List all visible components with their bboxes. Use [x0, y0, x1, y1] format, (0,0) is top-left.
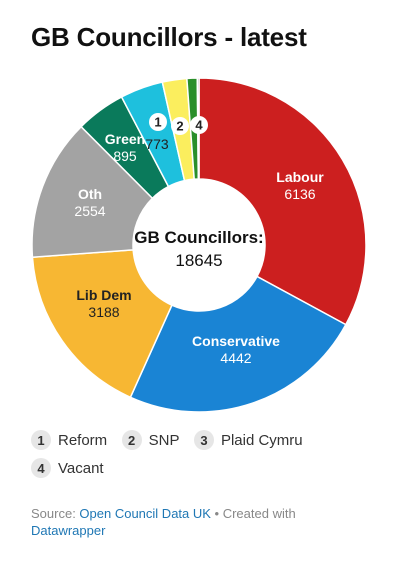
legend-label: Reform: [58, 431, 108, 449]
marker-num-snp: 2: [176, 119, 183, 134]
legend-item-plaid: 3 Plaid Cymru: [193, 430, 303, 450]
slice-value-labour: 6136: [284, 186, 315, 202]
datawrapper-link[interactable]: Datawrapper: [31, 523, 106, 538]
chart-title: GB Councillors - latest: [31, 22, 307, 52]
slice-labour: [198, 77, 367, 326]
marker-num-vacant: 4: [195, 118, 203, 133]
slice-label-labour: Labour: [276, 169, 324, 185]
slice-value-oth: 2554: [74, 203, 105, 219]
slice-label-green: Green: [105, 131, 145, 147]
legend-marker: 2: [121, 430, 142, 450]
slice-value-reform: 773: [145, 136, 169, 152]
legend-marker: 1: [31, 430, 51, 450]
slice-libdem: [31, 249, 173, 399]
slice-value-libdem: 3188: [88, 304, 119, 320]
slice-value-conservative: 4442: [220, 350, 251, 366]
marker-vacant: [190, 116, 208, 134]
source-prefix: Source:: [31, 506, 80, 521]
legend-row-2: 4 Vacant: [31, 458, 391, 486]
slice-label-oth: Oth: [78, 186, 102, 202]
legend-marker: 3: [193, 430, 214, 450]
marker-reform: [149, 113, 167, 131]
marker-num-reform: 1: [154, 115, 161, 130]
legend-row-1: 1 Reform 2 SNP 3 Plaid Cymru: [31, 430, 391, 458]
slice-label-libdem: Lib Dem: [76, 287, 131, 303]
legend-label: SNP: [148, 431, 180, 449]
legend: 1 Reform 2 SNP 3 Plaid Cymru 4 Vacant: [31, 430, 391, 486]
slice-oth: [31, 125, 154, 259]
legend-item-reform: 1 Reform: [31, 430, 107, 450]
legend-item-vacant: 4 Vacant: [31, 458, 104, 478]
center-total-value: 18645: [175, 251, 222, 270]
legend-label: Vacant: [58, 459, 104, 477]
slice-value-green: 895: [113, 148, 137, 164]
source-note: Source: Open Council Data UK • Created w…: [31, 505, 331, 539]
legend-marker: 4: [31, 458, 51, 478]
legend-label: Plaid Cymru: [220, 431, 303, 449]
legend-item-snp: 2 SNP: [121, 430, 180, 450]
slice-conservative: [129, 275, 347, 413]
marker-snp: [171, 117, 189, 135]
center-total-label: GB Councillors:: [134, 228, 263, 247]
source-link[interactable]: Open Council Data UK: [79, 506, 211, 521]
source-middle: • Created with: [210, 506, 296, 521]
slice-label-conservative: Conservative: [192, 333, 280, 349]
